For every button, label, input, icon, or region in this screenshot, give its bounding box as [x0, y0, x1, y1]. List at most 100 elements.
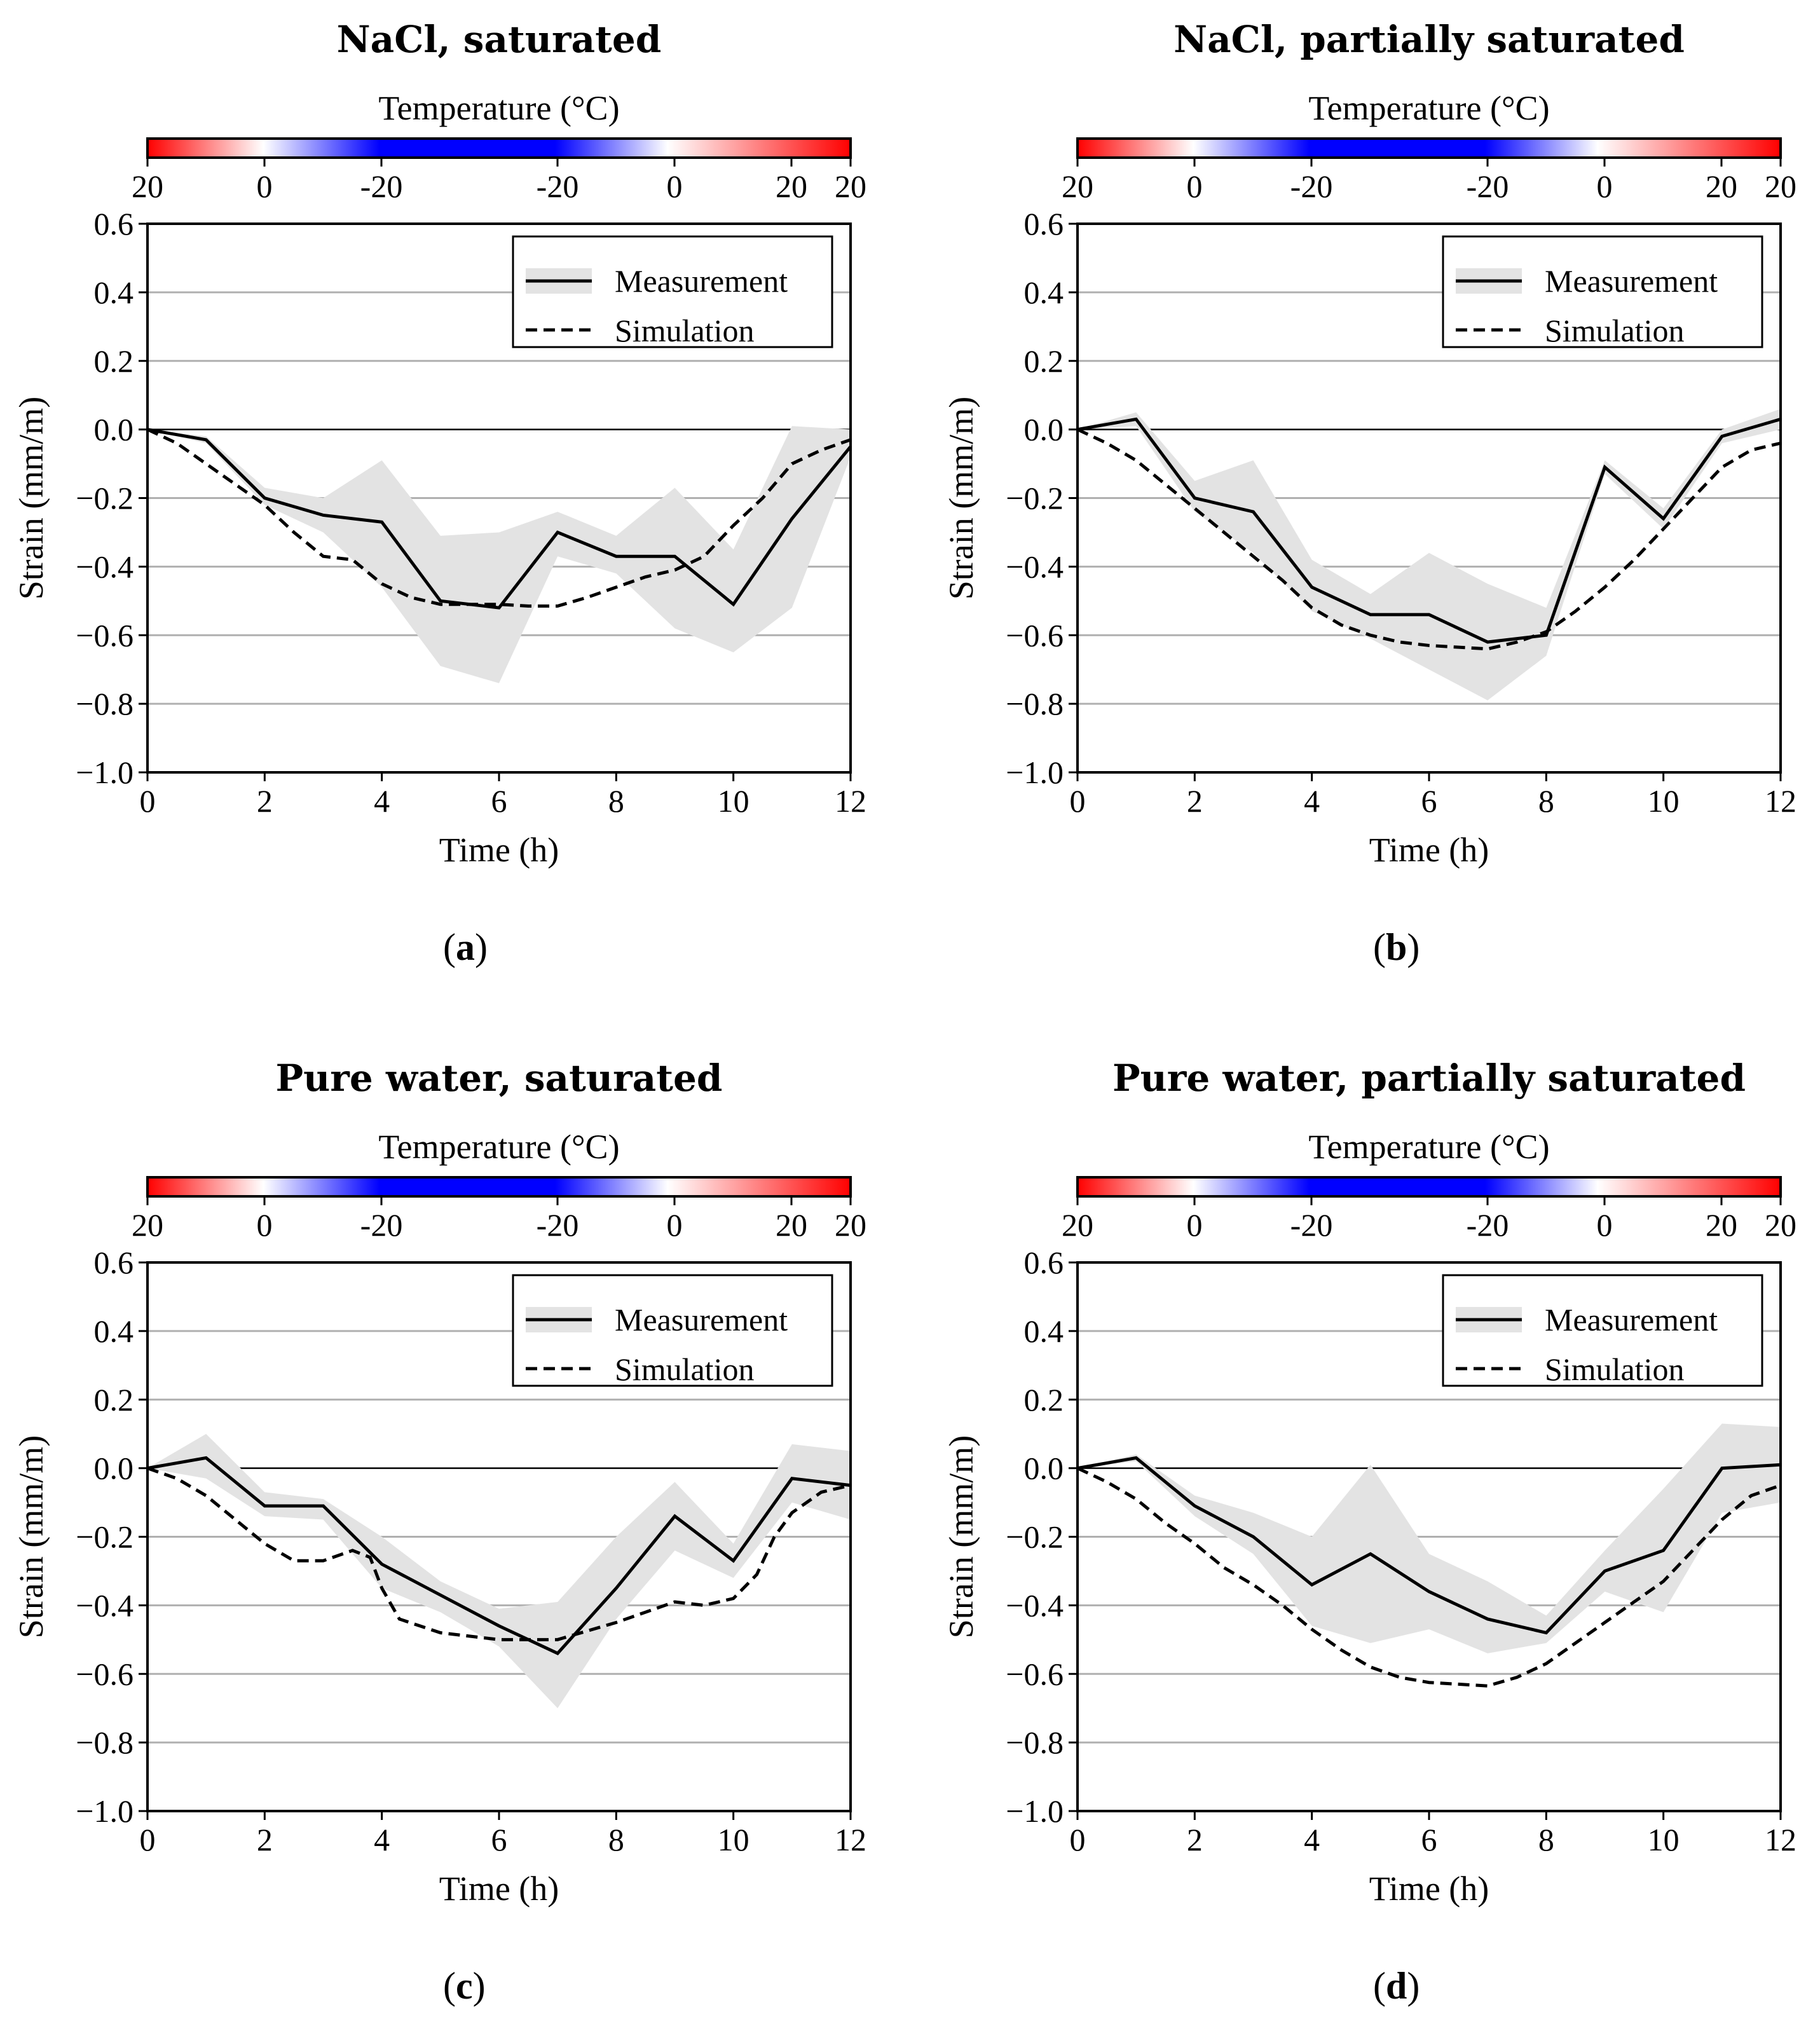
colorbar-tick-label: -20 — [360, 168, 403, 204]
x-tick-label: 8 — [1538, 783, 1554, 819]
colorbar-tick-label: 20 — [776, 1207, 807, 1243]
y-tick-label: −0.4 — [1006, 1587, 1064, 1623]
y-tick-label: 0.0 — [94, 412, 134, 448]
x-tick-label: 2 — [1187, 783, 1203, 819]
simulation-line — [146, 428, 851, 608]
y-tick-label: 0.4 — [1024, 1313, 1064, 1349]
panel-letter: d — [1386, 1965, 1407, 2007]
y-tick-label: −0.2 — [76, 481, 133, 516]
panel-label: (c) — [443, 1965, 486, 2007]
plot-frame — [146, 1261, 852, 1812]
x-tick-label: 4 — [374, 783, 390, 819]
legend-measurement-label: Measurement — [1545, 263, 1718, 299]
x-tick-label: 12 — [1765, 1822, 1796, 1857]
colorbar-tick-label: 20 — [835, 1207, 866, 1243]
x-tick-label: 2 — [257, 783, 273, 819]
y-axis-label: Strain (mm/m) — [12, 1435, 50, 1638]
colorbar-tick-label: 20 — [1706, 1207, 1737, 1243]
panel-letter: a — [456, 926, 475, 968]
y-tick-label: 0.4 — [1024, 275, 1064, 310]
y-tick-label: 0.0 — [1024, 1451, 1064, 1486]
plot-frame — [1076, 1261, 1782, 1812]
colorbar-tick-label: -20 — [1467, 168, 1509, 204]
x-tick-label: 0 — [1070, 1822, 1086, 1857]
y-tick-label: 0.4 — [94, 275, 134, 310]
measurement-range-band — [147, 1433, 851, 1709]
colorbar-tick-label: 20 — [1062, 168, 1093, 204]
legend: Measurement Simulation — [512, 235, 833, 348]
x-tick-label: 12 — [835, 783, 866, 819]
x-tick-label: 6 — [491, 783, 507, 819]
y-tick-label: −0.2 — [1006, 481, 1064, 516]
legend-measurement-label: Measurement — [615, 1302, 788, 1337]
legend: Measurement Simulation — [1442, 235, 1763, 348]
x-axis-label: Time (h) — [1369, 1870, 1489, 1908]
x-tick-label: 6 — [491, 1822, 507, 1857]
simulation-line — [1076, 1467, 1781, 1688]
colorbar-tick-label: 20 — [1765, 1207, 1796, 1243]
y-tick-label: −0.6 — [1006, 1656, 1064, 1692]
y-tick-label: −1.0 — [76, 755, 133, 790]
x-tick-label: 0 — [140, 1822, 156, 1857]
colorbar — [146, 1176, 852, 1198]
x-tick-label: 6 — [1421, 1822, 1437, 1857]
y-tick-label: −0.6 — [76, 1656, 133, 1692]
measurement-line — [147, 1456, 851, 1655]
panel-label: (a) — [443, 926, 488, 968]
measurement-line — [147, 428, 852, 610]
x-tick-label: 2 — [1187, 1822, 1203, 1857]
simulation-line — [147, 1467, 851, 1641]
y-tick-label: 0.2 — [94, 343, 134, 379]
legend-measurement-label: Measurement — [1545, 1302, 1718, 1337]
y-tick-label: −0.4 — [76, 549, 133, 584]
simulation-line — [1076, 428, 1781, 651]
chart-title: NaCl, saturated — [337, 18, 662, 61]
x-tick-label: 8 — [608, 1822, 624, 1857]
colorbar-tick-label: 20 — [835, 168, 866, 204]
y-tick-label: 0.6 — [1024, 206, 1064, 242]
y-tick-label: −1.0 — [1006, 1793, 1064, 1829]
x-tick-label: 8 — [608, 783, 624, 819]
y-tick-label: −0.4 — [76, 1587, 133, 1623]
colorbar-tick-label: -20 — [1290, 1207, 1333, 1243]
legend-simulation-label: Simulation — [1545, 1351, 1684, 1387]
colorbar-tick-label: -20 — [537, 1207, 579, 1243]
colorbar-tick-label: 0 — [667, 168, 683, 204]
legend-measurement-label: Measurement — [615, 263, 788, 299]
colorbar-tick-label: 0 — [1187, 1207, 1203, 1243]
y-tick-label: −1.0 — [1006, 755, 1064, 790]
y-tick-label: −0.2 — [76, 1519, 133, 1555]
plot-frame — [146, 222, 852, 774]
y-tick-label: −1.0 — [76, 1793, 133, 1829]
x-tick-label: 10 — [1648, 783, 1680, 819]
x-tick-label: 4 — [1304, 783, 1320, 819]
measurement-line — [1077, 417, 1781, 644]
colorbar-title: Temperature (°C) — [1308, 1128, 1549, 1166]
colorbar-tick-label: 0 — [1597, 1207, 1613, 1243]
chart-title: Pure water, saturated — [276, 1057, 723, 1100]
y-tick-label: −0.4 — [1006, 549, 1064, 584]
colorbar-tick-label: -20 — [360, 1207, 403, 1243]
y-tick-label: 0.0 — [1024, 412, 1064, 448]
measurement-line — [1077, 1456, 1781, 1635]
colorbar-title: Temperature (°C) — [1308, 89, 1549, 127]
colorbar-tick-label: 20 — [132, 1207, 163, 1243]
y-tick-label: 0.4 — [94, 1313, 134, 1349]
legend-simulation-label: Simulation — [615, 1351, 754, 1387]
x-tick-label: 2 — [257, 1822, 273, 1857]
colorbar-tick-label: 20 — [132, 168, 163, 204]
y-tick-label: 0.0 — [94, 1451, 134, 1486]
y-tick-label: 0.2 — [1024, 343, 1064, 379]
colorbar-tick-label: 0 — [257, 168, 273, 204]
legend: Measurement Simulation — [1442, 1274, 1763, 1387]
legend: Measurement Simulation — [512, 1274, 833, 1387]
x-axis-label: Time (h) — [439, 831, 559, 869]
colorbar-tick-label: -20 — [1467, 1207, 1509, 1243]
panel-d: Pure water, partially saturated Temperatu… — [942, 1057, 1796, 2007]
y-tick-label: 0.6 — [1024, 1245, 1064, 1280]
legend-simulation-label: Simulation — [615, 313, 754, 348]
x-tick-label: 4 — [1304, 1822, 1320, 1857]
colorbar — [1076, 1176, 1782, 1198]
y-tick-label: 0.2 — [94, 1382, 134, 1418]
